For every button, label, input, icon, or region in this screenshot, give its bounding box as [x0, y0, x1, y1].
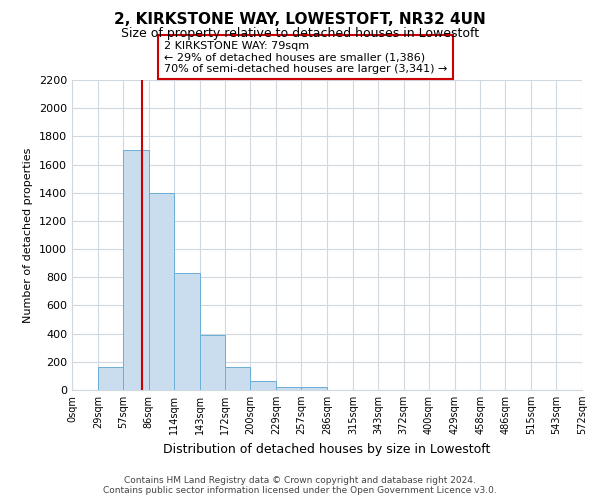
Bar	[149, 192, 173, 390]
Text: Size of property relative to detached houses in Lowestoft: Size of property relative to detached ho…	[121, 28, 479, 40]
Bar	[123, 150, 149, 390]
X-axis label: Distribution of detached houses by size in Lowestoft: Distribution of detached houses by size …	[163, 442, 491, 456]
Bar	[173, 273, 199, 390]
Bar	[276, 387, 301, 390]
Bar	[226, 367, 250, 390]
Text: 2 KIRKSTONE WAY: 79sqm
← 29% of detached houses are smaller (1,386)
70% of semi-: 2 KIRKSTONE WAY: 79sqm ← 29% of detached…	[164, 40, 447, 74]
Text: 2, KIRKSTONE WAY, LOWESTOFT, NR32 4UN: 2, KIRKSTONE WAY, LOWESTOFT, NR32 4UN	[114, 12, 486, 28]
Bar	[98, 368, 123, 390]
Bar	[250, 381, 276, 390]
Y-axis label: Number of detached properties: Number of detached properties	[23, 148, 34, 322]
Bar	[301, 387, 327, 390]
Bar	[199, 335, 226, 390]
Text: Contains HM Land Registry data © Crown copyright and database right 2024.
Contai: Contains HM Land Registry data © Crown c…	[103, 476, 497, 495]
